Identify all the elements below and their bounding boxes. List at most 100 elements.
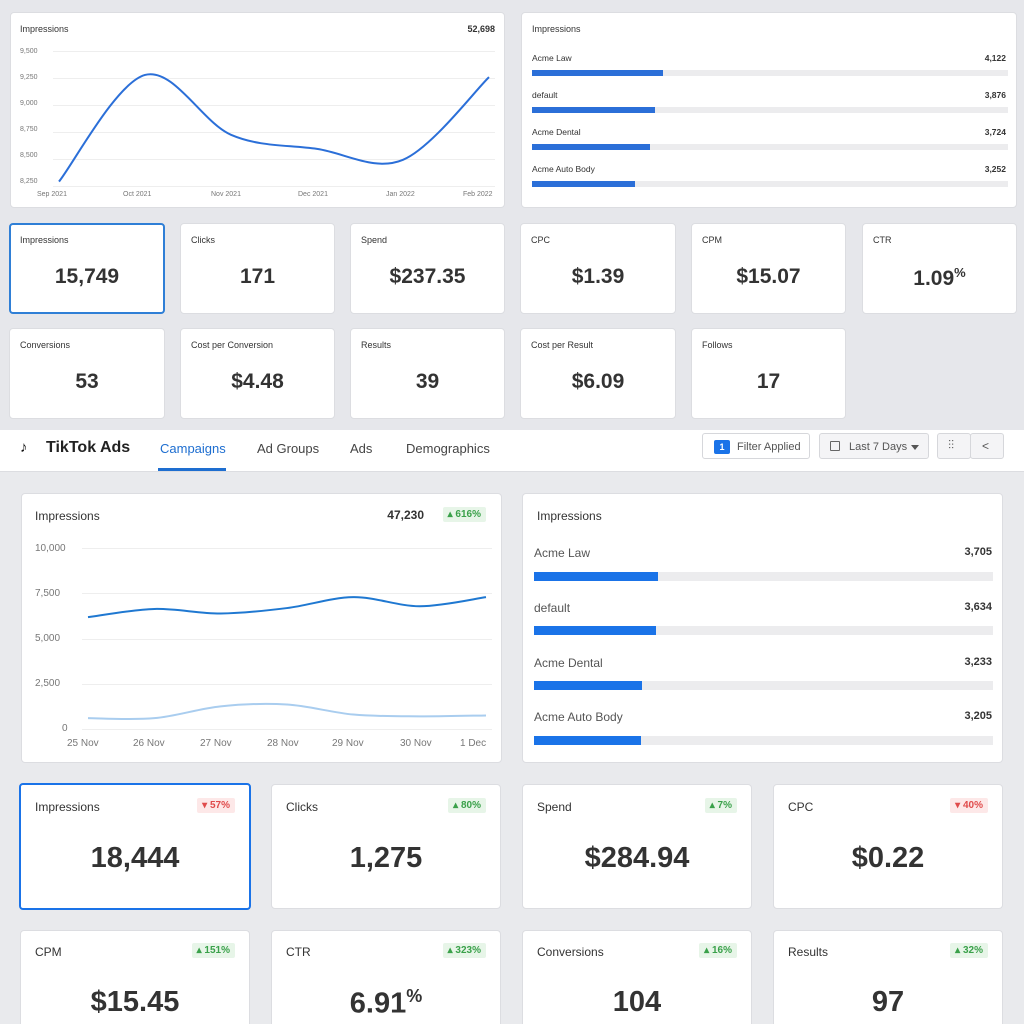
- change-value: 16%: [711, 945, 732, 956]
- bar-track: [532, 181, 1008, 187]
- bar-fill: [532, 107, 655, 113]
- metric-card-ctr[interactable]: CTR 1.09%: [862, 223, 1017, 314]
- metric-card-clicks[interactable]: Clicks 171: [180, 223, 335, 314]
- y-tick: 8,250: [20, 178, 38, 185]
- bar-fill: [532, 144, 651, 150]
- metric-card-cpm[interactable]: CPM $15.07: [691, 223, 846, 314]
- metric-card-cost-per-conversion[interactable]: Cost per Conversion $4.48: [180, 328, 335, 419]
- bar-value: 4,122: [984, 53, 1006, 63]
- tab-ad-groups[interactable]: Ad Groups: [257, 441, 320, 456]
- change-badge: ▴ 151%: [191, 943, 235, 958]
- bar-fill: [534, 572, 659, 581]
- bar-label: Acme Dental: [534, 656, 603, 670]
- y-tick: 0: [62, 723, 68, 734]
- metric-value: 104: [612, 986, 662, 1018]
- metric-label: CTR: [286, 945, 311, 959]
- share-button[interactable]: <: [970, 433, 1004, 459]
- arrow-down-icon: ▾: [955, 800, 963, 811]
- bottom-line-total: 47,230: [387, 508, 424, 522]
- tab-demographics[interactable]: Demographics: [406, 441, 490, 456]
- metric-value: 39: [415, 370, 440, 393]
- x-tick: 29 Nov: [332, 738, 364, 749]
- change-value: 57%: [209, 800, 230, 811]
- arrow-up-icon: ▴: [453, 800, 461, 811]
- metric-card-cost-per-result[interactable]: Cost per Result $6.09: [520, 328, 676, 419]
- metric-card-conversions[interactable]: Conversions ▴ 16% 104: [522, 930, 752, 1024]
- metric-value: $6.09: [571, 370, 625, 393]
- metric-card-results[interactable]: Results ▴ 32% 97: [773, 930, 1003, 1024]
- metric-label: Conversions: [537, 945, 604, 959]
- column-settings-button[interactable]: ⫶⫶: [937, 433, 971, 459]
- arrow-up-icon: ▴: [447, 509, 456, 520]
- metric-card-conversions[interactable]: Conversions 53: [9, 328, 165, 419]
- metric-card-spend[interactable]: Spend ▴ 7% $284.94: [522, 784, 752, 909]
- filter-label: Filter Applied: [737, 441, 801, 453]
- x-tick: 25 Nov: [67, 738, 99, 749]
- metric-card-cpc[interactable]: CPC ▾ 40% $0.22: [773, 784, 1003, 909]
- x-tick: 28 Nov: [267, 738, 299, 749]
- change-badge: ▴ 32%: [950, 943, 988, 958]
- top-line-plot: [53, 51, 495, 187]
- y-tick: 7,500: [35, 588, 61, 599]
- change-value: 32%: [962, 945, 983, 956]
- metric-card-results[interactable]: Results 39: [350, 328, 505, 419]
- metric-card-impressions[interactable]: Impressions ▾ 57% 18,444: [19, 783, 251, 910]
- metric-label: Results: [788, 945, 829, 959]
- metric-label: Results: [361, 340, 392, 350]
- metric-card-ctr[interactable]: CTR ▴ 323% 6.91%: [271, 930, 501, 1024]
- bar-track: [534, 572, 993, 581]
- filter-applied-button[interactable]: 1 Filter Applied: [702, 433, 810, 459]
- change-badge: ▴ 16%: [699, 943, 737, 958]
- date-range-dropdown[interactable]: Last 7 Days: [819, 433, 929, 459]
- metric-label: CPM: [702, 235, 722, 245]
- metric-card-clicks[interactable]: Clicks ▴ 80% 1,275: [271, 784, 501, 909]
- y-tick: 9,500: [20, 48, 38, 55]
- bar-value: 3,634: [964, 601, 992, 613]
- bar-fill: [534, 736, 642, 745]
- metric-label: Clicks: [286, 800, 318, 814]
- metric-value: 171: [239, 265, 276, 288]
- bar-fill: [534, 626, 656, 635]
- bar-label: Acme Dental: [532, 127, 581, 137]
- change-value: 323%: [455, 945, 481, 956]
- series-line: [87, 596, 487, 619]
- bottom-impressions-line-card: Impressions 47,230 ▴ 616% 10,000 7,500 5…: [21, 493, 502, 763]
- metric-label: CPC: [531, 235, 551, 245]
- metric-value: 1.09%: [863, 265, 1016, 291]
- series-line: [58, 73, 490, 183]
- bar-track: [534, 626, 993, 635]
- metric-label: CPM: [35, 945, 62, 959]
- metric-value: 18,444: [90, 842, 180, 874]
- top-impressions-bars-card: Impressions Acme Law 4,122 default 3,876…: [521, 12, 1017, 208]
- metric-value: $0.22: [851, 842, 925, 874]
- metric-suffix: %: [954, 265, 966, 280]
- y-tick: 8,750: [20, 126, 38, 133]
- metric-card-follows[interactable]: Follows 17: [691, 328, 846, 419]
- top-line-total: 52,698: [467, 24, 495, 34]
- bar-value: 3,252: [984, 164, 1006, 174]
- metric-value: $1.39: [571, 265, 625, 288]
- metric-value: $4.48: [231, 370, 284, 393]
- x-tick: 27 Nov: [200, 738, 232, 749]
- tab-ads[interactable]: Ads: [350, 441, 373, 456]
- x-tick: Oct 2021: [123, 191, 152, 198]
- metric-card-spend[interactable]: Spend $237.35: [350, 223, 505, 314]
- bottom-line-plot: [82, 548, 492, 730]
- metric-card-impressions[interactable]: Impressions 15,749: [9, 223, 165, 314]
- metric-card-cpm[interactable]: CPM ▴ 151% $15.45: [20, 930, 250, 1024]
- bottom-bars-title: Impressions: [537, 509, 602, 523]
- bar-fill: [532, 181, 636, 187]
- x-tick: Dec 2021: [298, 191, 328, 198]
- change-value: 616%: [455, 509, 481, 520]
- metric-value: $284.94: [584, 842, 690, 874]
- metric-label: Cost per Result: [531, 340, 594, 350]
- x-tick: 26 Nov: [133, 738, 165, 749]
- tab-campaigns[interactable]: Campaigns: [160, 441, 226, 456]
- metric-label: Spend: [537, 800, 572, 814]
- bar-label: Acme Auto Body: [532, 164, 595, 174]
- metric-label: Cost per Conversion: [191, 340, 274, 350]
- change-badge: ▾ 40%: [950, 798, 988, 813]
- top-dashboard: Impressions 52,698 9,500 9,250 9,000 8,7…: [0, 0, 1024, 430]
- metric-card-cpc[interactable]: CPC $1.39: [520, 223, 676, 314]
- bar-fill: [534, 681, 643, 690]
